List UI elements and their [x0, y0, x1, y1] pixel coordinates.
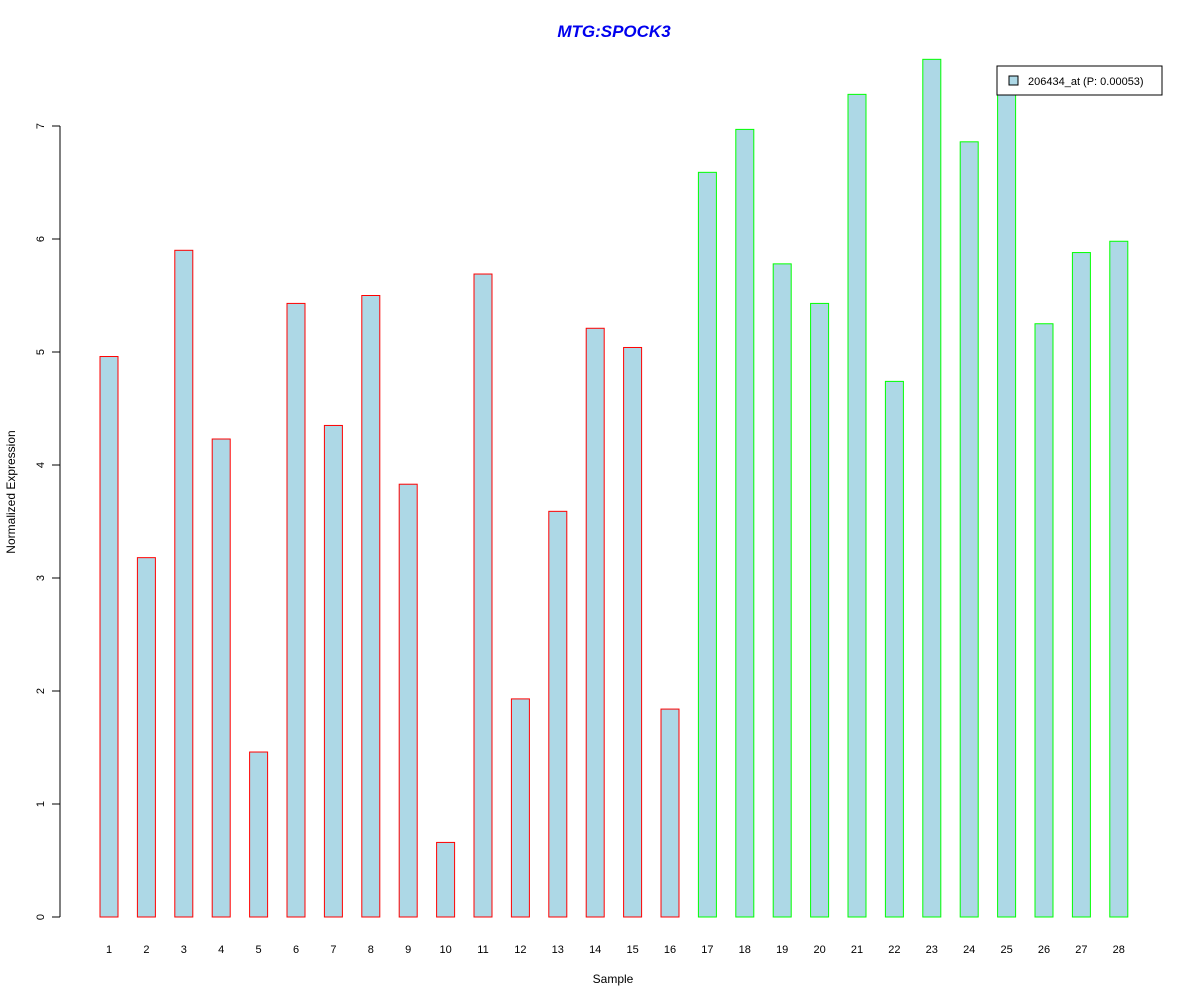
bar-sample-17	[697, 171, 717, 918]
bar-sample-28	[1109, 240, 1129, 918]
bar-sample-5	[249, 751, 269, 918]
bar-sample-18	[735, 128, 755, 918]
x-tick-label: 12	[514, 944, 526, 956]
bar-sample-8	[361, 295, 381, 918]
bar-sample-13	[548, 510, 568, 918]
y-tick-label: 0	[35, 914, 47, 920]
x-tick-label: 9	[405, 944, 411, 956]
y-ticks: 0 1 2 3 4 5 6 7	[35, 123, 60, 920]
x-tick-label: 19	[776, 944, 788, 956]
x-tick-label: 20	[813, 944, 825, 956]
legend-label: 206434_at (P: 0.00053)	[1028, 76, 1144, 88]
bar-sample-27	[1071, 252, 1091, 918]
y-tick-label: 6	[35, 236, 47, 242]
bar-sample-3	[174, 249, 194, 918]
y-tick-label: 5	[35, 349, 47, 355]
x-tick-label: 13	[552, 944, 564, 956]
legend-swatch	[1008, 75, 1019, 86]
x-tick-label: 28	[1113, 944, 1125, 956]
y-axis-label: Normalized Expression	[4, 430, 18, 553]
x-tick-label: 21	[851, 944, 863, 956]
x-tick-label: 11	[477, 944, 488, 956]
bar-sample-19	[772, 263, 792, 918]
x-tick-label: 2	[143, 944, 149, 956]
bar-sample-10	[436, 841, 456, 918]
bar-sample-16	[660, 708, 680, 918]
bar-sample-15	[623, 346, 643, 918]
legend-box	[996, 65, 1163, 96]
x-tick-label: 4	[218, 944, 224, 956]
bar-sample-20	[810, 302, 830, 918]
x-tick-label: 16	[664, 944, 676, 956]
x-tick-label: 24	[963, 944, 975, 956]
x-tick-label: 7	[330, 944, 336, 956]
bar-sample-6	[286, 302, 306, 918]
x-tick-label: 3	[181, 944, 187, 956]
x-axis-label: Sample	[593, 972, 634, 986]
x-tick-label: 6	[293, 944, 299, 956]
x-tick-label: 17	[701, 944, 713, 956]
bar-sample-12	[510, 698, 530, 918]
y-tick-label: 3	[35, 575, 47, 581]
bar-sample-9	[398, 483, 418, 918]
bars	[99, 58, 1129, 918]
bar-sample-11	[473, 273, 493, 918]
x-tick-labels: 1 2 3 4 5 6 7 8 9 10 11 12 13 14 15 16 17 18 19 20 21 22 23 24 2…	[106, 944, 1125, 956]
x-tick-label: 25	[1000, 944, 1012, 956]
chart-title: MTG:SPOCK3	[557, 22, 671, 41]
y-tick-label: 1	[35, 801, 47, 807]
x-tick-label: 26	[1038, 944, 1050, 956]
x-tick-label: 18	[739, 944, 751, 956]
bar-sample-26	[1034, 323, 1054, 918]
y-tick-label: 7	[35, 123, 47, 129]
legend: 206434_at (P: 0.00053)	[996, 65, 1163, 96]
bar-sample-22	[884, 380, 904, 918]
x-tick-label: 5	[256, 944, 262, 956]
bar-sample-4	[211, 438, 231, 918]
x-tick-label: 14	[589, 944, 601, 956]
x-tick-label: 23	[926, 944, 938, 956]
y-tick-label: 4	[35, 462, 47, 468]
bar-sample-24	[959, 141, 979, 918]
x-tick-label: 27	[1075, 944, 1087, 956]
bar-sample-14	[585, 327, 605, 918]
bar-sample-2	[136, 557, 156, 918]
x-tick-label: 15	[626, 944, 638, 956]
x-tick-label: 22	[888, 944, 900, 956]
y-tick-label: 2	[35, 688, 47, 694]
bar-sample-7	[323, 424, 343, 918]
bar-sample-23	[922, 58, 942, 918]
bar-sample-21	[847, 93, 867, 918]
x-tick-label: 10	[439, 944, 451, 956]
bar-sample-1	[99, 356, 119, 918]
bar-sample-25	[997, 80, 1017, 918]
x-tick-label: 1	[106, 944, 112, 956]
x-tick-label: 8	[368, 944, 374, 956]
